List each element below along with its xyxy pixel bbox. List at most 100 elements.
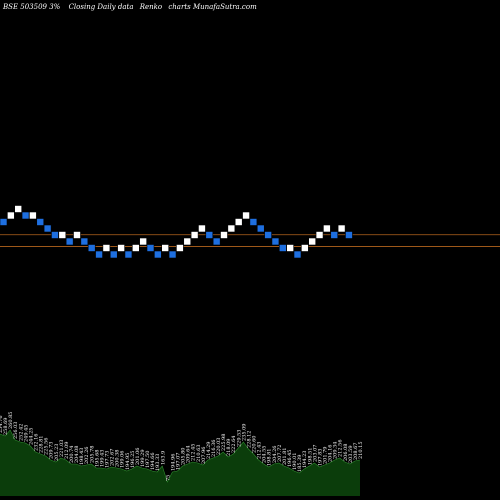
volume-label: 235.09 <box>241 424 247 442</box>
up-brick <box>234 218 243 226</box>
up-brick <box>227 224 236 233</box>
volume-label: 203.59 <box>348 446 354 464</box>
volume-label: 225.56 <box>44 438 50 456</box>
down-brick <box>330 231 339 239</box>
volume-label: 229.53 <box>236 430 242 448</box>
up-brick <box>301 244 309 252</box>
volume-label: 222.64 <box>231 436 237 454</box>
volume-label: 209.73 <box>49 442 55 460</box>
down-brick <box>80 237 89 246</box>
volume-label: 249.45 <box>23 425 29 443</box>
volume-label: 207.96 <box>201 447 207 465</box>
down-brick <box>264 231 272 239</box>
volume-label: 258.69 <box>3 418 9 436</box>
down-brick <box>124 250 133 259</box>
up-brick <box>7 211 15 220</box>
down-brick <box>345 231 353 239</box>
up-brick <box>190 231 199 239</box>
up-brick <box>102 244 111 252</box>
down-brick <box>278 244 287 252</box>
up-brick <box>161 244 169 252</box>
volume-label: 212.56 <box>338 440 344 458</box>
volume-label: 254.76 <box>0 416 4 434</box>
volume-label: 221.03 <box>59 440 65 458</box>
volume-label: 201.06 <box>135 448 141 466</box>
volume-label: 196.45 <box>287 450 293 468</box>
up-brick <box>198 224 206 233</box>
volume-label: 212.09 <box>64 442 70 460</box>
down-brick <box>51 231 59 239</box>
volume-label: 198.51 <box>307 448 313 466</box>
header-watermark: charts MunafaSutra.com <box>168 3 257 11</box>
down-brick <box>168 250 177 259</box>
down-brick <box>36 218 45 226</box>
volume-label: 163.9 <box>160 451 166 465</box>
up-brick <box>139 237 147 246</box>
volume-label: 220.60 <box>252 436 258 454</box>
volume-label: 218.09 <box>226 439 232 457</box>
volume-label: 205.78 <box>89 446 95 464</box>
volume-label: 197.83 <box>317 449 323 467</box>
volume-label: 207.72 <box>277 445 283 463</box>
volume-label: 200.74 <box>69 446 75 464</box>
volume-label: 203.07 <box>312 445 318 463</box>
up-brick <box>29 211 37 220</box>
down-brick <box>249 218 258 226</box>
down-brick <box>146 244 155 252</box>
volume-label: 199.43 <box>99 450 105 468</box>
volume-label: 228.81 <box>39 436 45 454</box>
up-brick <box>117 244 125 252</box>
volume-label: 185.39 <box>297 455 303 473</box>
volume-label: 204.26 <box>272 446 278 464</box>
volume-label: 202.67 <box>110 449 116 467</box>
volume-label: 197.07 <box>175 453 181 471</box>
volume-label: 201.79 <box>323 447 329 465</box>
down-brick <box>109 250 118 259</box>
volume-label: 214.29 <box>206 442 212 460</box>
down-brick <box>212 237 221 246</box>
volume-label: 232.16 <box>33 434 39 452</box>
renko-bricks <box>0 205 353 259</box>
volume-label: 190.01 <box>292 453 298 471</box>
up-brick <box>337 224 346 233</box>
volume-area <box>0 430 360 496</box>
volume-label: 210.15 <box>358 442 364 460</box>
volume-label: 196.25 <box>130 451 136 469</box>
down-brick <box>65 237 74 246</box>
volume-label: 216.36 <box>211 440 217 458</box>
down-brick <box>256 224 265 233</box>
up-brick <box>183 237 192 246</box>
up-brick <box>242 211 250 220</box>
up-brick <box>73 231 81 239</box>
up-brick <box>308 237 317 246</box>
down-brick <box>0 218 8 226</box>
up-brick <box>58 231 67 239</box>
down-brick <box>21 211 30 220</box>
volume-label: 260.85 <box>8 412 14 430</box>
volume-label: 194.66 <box>150 453 156 471</box>
volume-label: 209.34 <box>333 442 339 460</box>
up-brick <box>132 244 140 252</box>
volume-label: 210.63 <box>196 445 202 463</box>
down-brick <box>205 231 214 239</box>
volume-label: 198.81 <box>267 449 273 467</box>
volume-label: 205.23 <box>54 444 60 462</box>
volume-label: 193.33 <box>155 454 161 472</box>
volume-label: 202.26 <box>84 447 90 465</box>
volume-label: 198.43 <box>79 448 85 466</box>
up-brick <box>220 231 228 239</box>
down-brick <box>87 244 96 252</box>
volume-label: 209.64 <box>186 446 192 464</box>
down-brick <box>293 250 302 259</box>
header-chart-kind: Renko <box>139 3 162 11</box>
volume-line <box>0 429 361 483</box>
volume-label: 204.55 <box>262 446 268 464</box>
level-lines <box>0 234 500 247</box>
volume-label: 199.06 <box>120 451 126 469</box>
volume-label: 256.03 <box>13 422 19 440</box>
volume-label: 228.12 <box>246 431 252 449</box>
up-brick <box>315 231 324 239</box>
volume-label: 204.16 <box>328 445 334 463</box>
volume-label: 199.29 <box>140 450 146 468</box>
volume-label: 200.38 <box>115 450 121 468</box>
